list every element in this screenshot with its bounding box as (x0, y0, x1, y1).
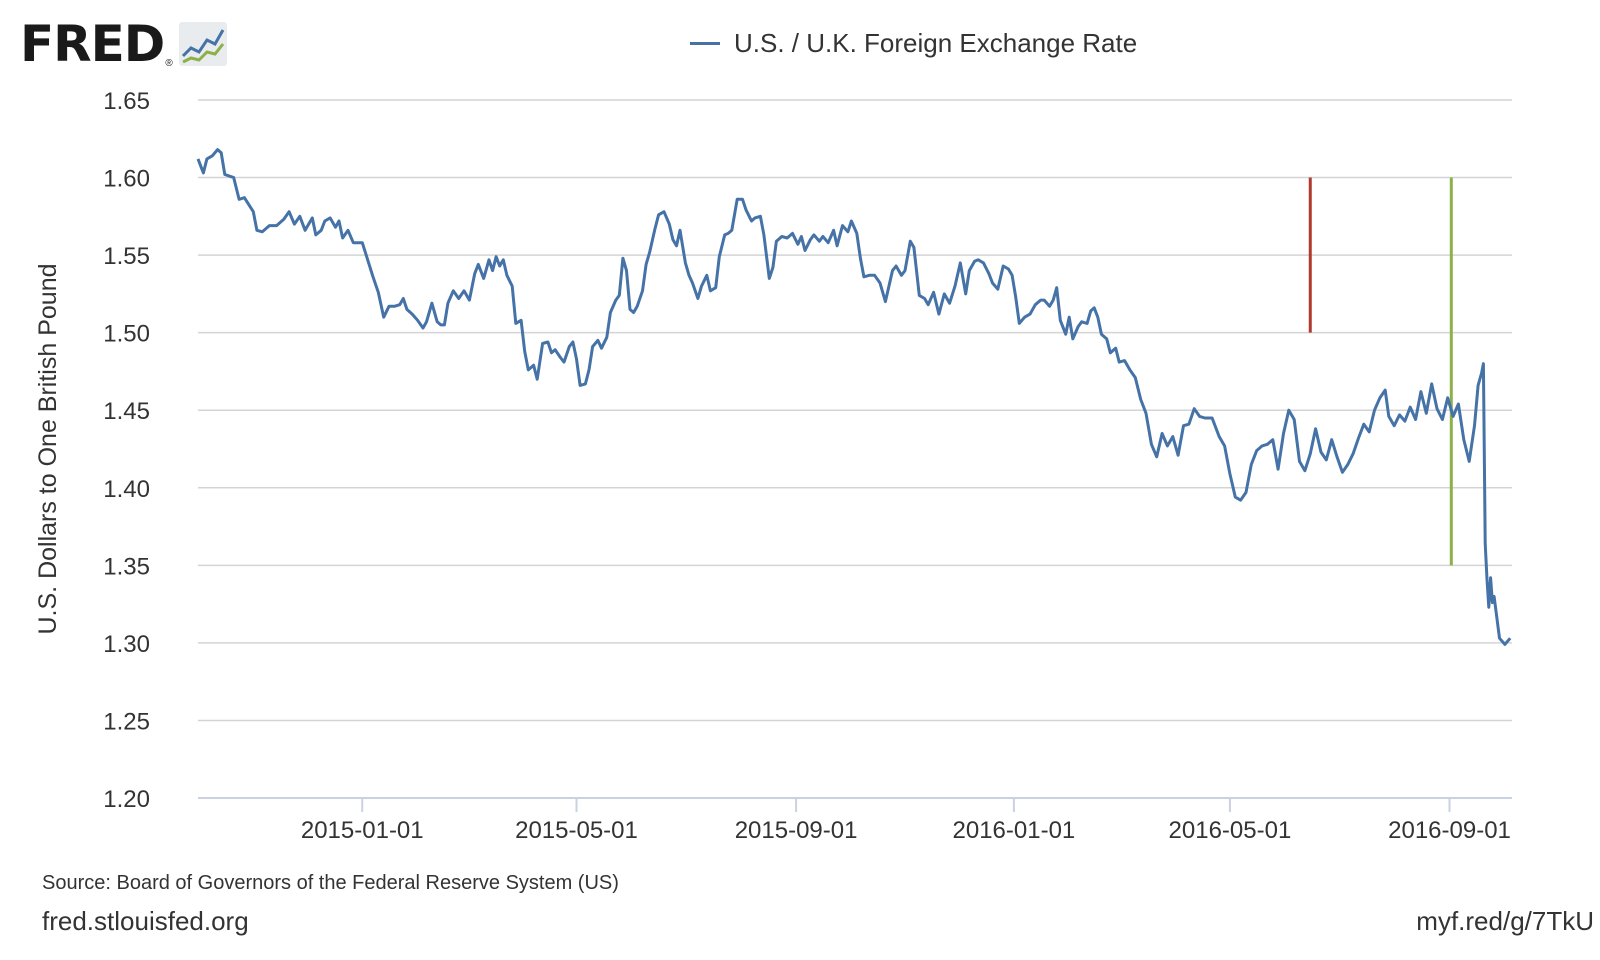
y-tick-label: 1.65 (103, 88, 150, 115)
fred-logo[interactable]: FRED ® (20, 18, 227, 71)
chart-legend[interactable]: U.S. / U.K. Foreign Exchange Rate (690, 28, 1137, 59)
y-tick-label: 1.20 (103, 786, 150, 813)
source-note: Source: Board of Governors of the Federa… (42, 872, 619, 894)
logo-registered-mark: ® (165, 58, 173, 69)
legend-swatch (690, 42, 720, 45)
x-tick-label: 2016-05-01 (1169, 817, 1292, 844)
series-line-gbp-usd (196, 148, 1512, 646)
short-link[interactable]: myf.red/g/7TkU (1416, 906, 1594, 936)
y-axis-label: U.S. Dollars to One British Pound (34, 264, 62, 635)
y-tick-label: 1.60 (103, 166, 150, 193)
y-tick-label: 1.35 (103, 553, 150, 580)
x-tick-label: 2015-05-01 (515, 817, 638, 844)
y-tick-label: 1.40 (103, 476, 150, 503)
y-tick-label: 1.45 (103, 398, 150, 425)
fred-site-link[interactable]: fred.stlouisfed.org (42, 906, 249, 936)
y-tick-label: 1.50 (103, 321, 150, 348)
logo-text: FRED (20, 15, 165, 73)
fred-chart-logo-icon (178, 22, 227, 71)
x-tick-label: 2016-09-01 (1388, 817, 1511, 844)
y-tick-label: 1.30 (103, 631, 150, 658)
x-tick-label: 2015-09-01 (735, 817, 858, 844)
legend-label: U.S. / U.K. Foreign Exchange Rate (734, 28, 1138, 58)
x-tick-label: 2016-01-01 (953, 817, 1076, 844)
y-tick-label: 1.55 (103, 243, 150, 270)
x-tick-label: 2015-01-01 (301, 817, 424, 844)
y-tick-label: 1.25 (103, 708, 150, 735)
